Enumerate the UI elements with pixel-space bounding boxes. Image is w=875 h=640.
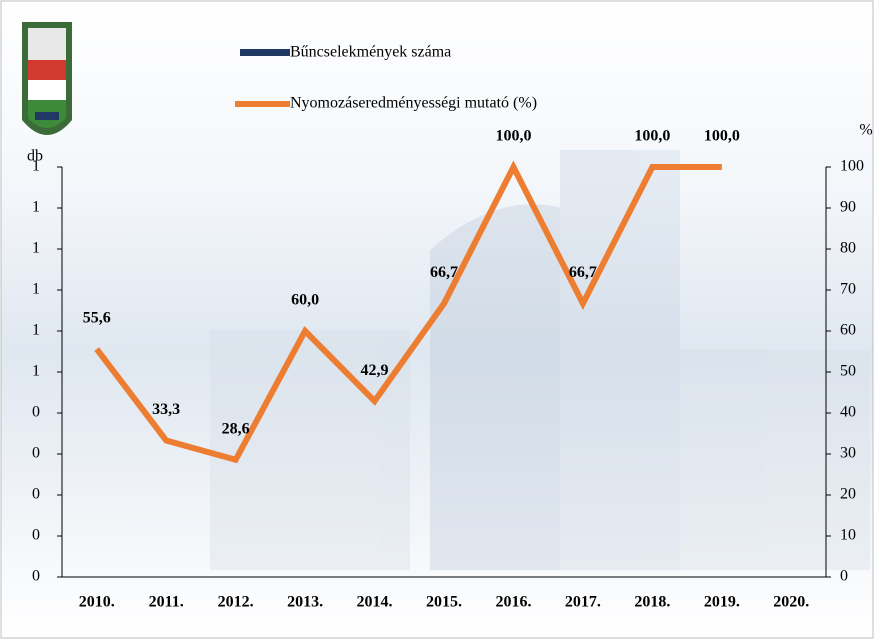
y2-tick-label: 100 [840,158,864,175]
y2-tick-label: 90 [840,199,856,216]
data-label: 100,0 [495,128,531,145]
y-tick-label: 0 [32,486,40,503]
data-label: 60,0 [291,292,319,309]
data-label: 42,9 [361,362,389,379]
x-tick-label: 2015. [426,594,462,611]
y2-tick-label: 20 [840,486,856,503]
x-tick-label: 2017. [565,594,601,611]
y2-tick-label: 50 [840,363,856,380]
legend-label: Nyomozáseredményességi mutató (%) [290,95,537,112]
y-tick-label: 1 [32,158,40,175]
data-label: 33,3 [152,401,180,418]
y2-tick-label: 30 [840,445,856,462]
x-tick-label: 2012. [218,594,254,611]
legend-label: Bűncselekmények száma [290,44,451,61]
y2-tick-label: 70 [840,281,856,298]
y2-tick-label: 60 [840,322,856,339]
x-tick-label: 2014. [357,594,393,611]
x-tick-label: 2010. [79,594,115,611]
y-tick-label: 0 [32,445,40,462]
y2-tick-label: 80 [840,240,856,257]
y-tick-label: 0 [32,527,40,544]
logo [22,22,72,135]
y-tick-label: 1 [32,281,40,298]
line [94,160,722,464]
x-tick-label: 2020. [773,594,809,611]
y-tick-label: 1 [32,363,40,380]
data-label: 28,6 [222,420,250,437]
x-tick-label: 2013. [287,594,323,611]
y2-tick-label: 0 [840,568,848,585]
x-tick-label: 2018. [634,594,670,611]
y-tick-label: 0 [32,404,40,421]
x-tick-label: 2011. [149,594,184,611]
x-tick-label: 2019. [704,594,740,611]
data-label: 66,7 [430,264,458,281]
background-buildings [210,150,870,570]
data-label: 100,0 [634,128,670,145]
y2-tick-label: 10 [840,527,856,544]
y-tick-label: 1 [32,322,40,339]
y-tick-label: 1 [32,199,40,216]
y-axis-label: db [27,148,43,165]
y-tick-label: 1 [32,240,40,257]
legend-swatch [240,49,290,56]
data-label: 55,6 [83,310,111,327]
data-label: 66,7 [569,264,597,281]
y-tick-label: 0 [32,568,40,585]
y2-tick-label: 40 [840,404,856,421]
x-tick-label: 2016. [495,594,531,611]
y2-axis-label: % [859,122,872,139]
data-label: 100,0 [704,128,740,145]
